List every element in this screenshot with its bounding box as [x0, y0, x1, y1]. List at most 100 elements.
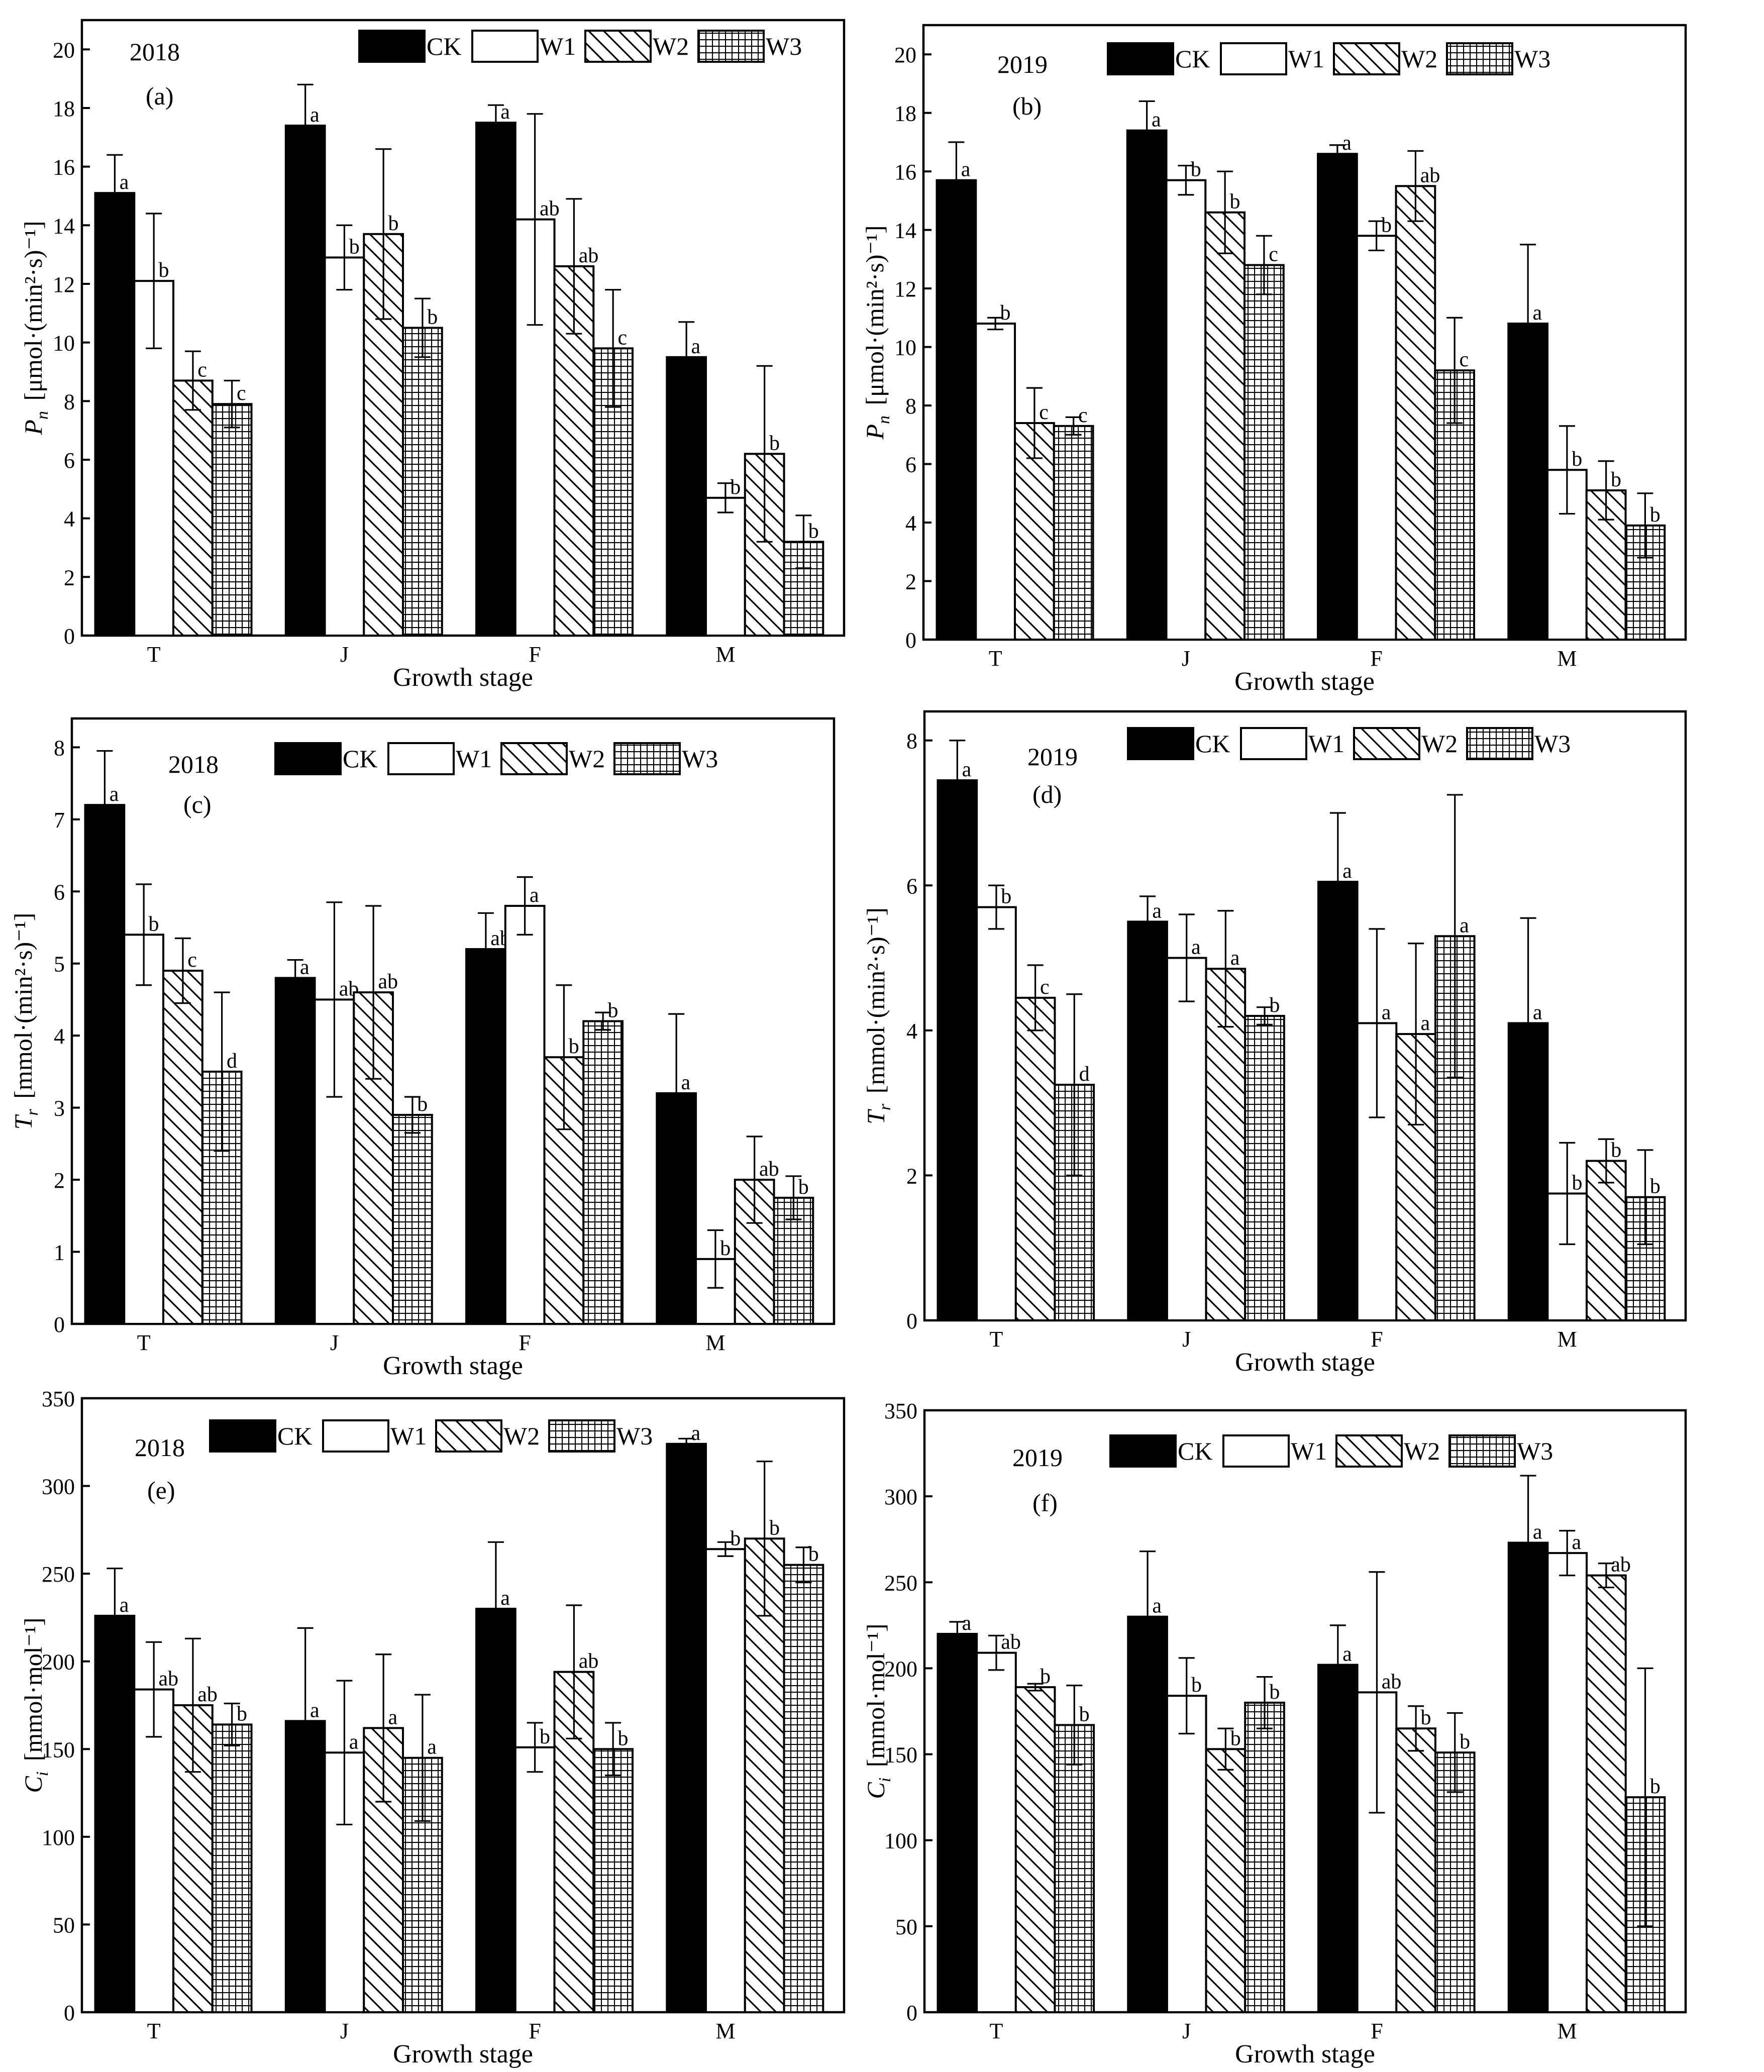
significance-letter: a	[1533, 301, 1542, 325]
bar-W1-M	[705, 1548, 746, 2014]
bar-W2-T	[1014, 1686, 1056, 2014]
significance-letter: b	[730, 1527, 741, 1550]
plot-frame	[922, 24, 1687, 641]
x-axis-label: Growth stage	[393, 2040, 533, 2068]
bar-CK-J	[284, 125, 326, 637]
significance-letter: b	[237, 1702, 247, 1725]
bar-CK-T	[94, 192, 136, 637]
y-tick-label: 18	[53, 96, 75, 121]
significance-letter: b	[1572, 1172, 1583, 1195]
x-tick-label: M	[705, 1330, 725, 1355]
y-tick-label: 0	[64, 624, 75, 649]
significance-letter: a	[427, 1736, 437, 1759]
significance-letter: b	[730, 476, 741, 499]
bar-W2-F	[1395, 185, 1436, 641]
bar-CK-F	[475, 122, 516, 637]
significance-letter: b	[808, 1543, 819, 1566]
y-tick-label: 0	[905, 628, 916, 653]
legend-swatch-W1	[387, 742, 455, 775]
significance-letter: a	[388, 1706, 397, 1729]
significance-letter: a	[310, 1699, 320, 1722]
x-tick-label: J	[340, 2019, 349, 2043]
bar-W1-J	[1165, 179, 1207, 641]
y-tick-label: 18	[894, 101, 916, 126]
significance-letter: b	[1000, 301, 1010, 325]
year-label: 2019	[1012, 1443, 1063, 1472]
legend-swatch-W2	[584, 30, 652, 63]
significance-letter: a	[1152, 899, 1162, 922]
y-tick-label: 4	[54, 1024, 65, 1049]
bar-W1-M	[1546, 1552, 1588, 2013]
legend-label-CK: CK	[277, 1422, 312, 1450]
significance-letter: b	[1269, 1681, 1280, 1704]
legend-label-W3: W3	[1517, 1437, 1553, 1465]
bar-W1-M	[705, 496, 746, 637]
y-tick-label: 0	[64, 2001, 75, 2025]
y-tick-label: 250	[42, 1562, 75, 1587]
bar-W3-F	[582, 1020, 624, 1325]
bar-W2-F	[1395, 1727, 1436, 2013]
significance-letter: a	[120, 1594, 129, 1617]
y-tick-label: 6	[905, 453, 916, 477]
significance-letter: b	[1650, 1775, 1661, 1798]
legend-label-W2: W2	[1401, 45, 1437, 73]
y-tick-label: 100	[884, 1829, 917, 1853]
significance-letter: a	[349, 1730, 359, 1753]
significance-letter: b	[1420, 1706, 1431, 1729]
significance-letter: b	[1191, 1674, 1202, 1697]
significance-letter: a	[691, 335, 701, 358]
legend-swatch-W1	[471, 30, 539, 63]
significance-letter: b	[808, 520, 819, 543]
x-tick-label: M	[715, 642, 735, 667]
legend-swatch-W3	[697, 30, 765, 63]
bar-CK-F	[465, 948, 506, 1325]
significance-letter: a	[1342, 1643, 1352, 1666]
bar-W3-F	[592, 1748, 634, 2013]
legend-label-CK: CK	[343, 745, 377, 773]
y-axis-label: Pn [μmol·(min²·s)⁻¹]	[19, 221, 52, 435]
bar-W2-M	[1586, 1574, 1627, 2013]
significance-letter: b	[720, 1237, 731, 1260]
significance-letter: b	[769, 1516, 780, 1539]
legend-swatch-CK	[1127, 727, 1194, 760]
x-tick-label: M	[715, 2019, 735, 2043]
legend-label-W2: W2	[1404, 1437, 1440, 1465]
y-tick-label: 14	[894, 219, 916, 243]
plot-frame	[70, 717, 836, 1325]
significance-letter: a	[500, 1587, 510, 1610]
significance-letter: b	[769, 432, 780, 455]
significance-letter: b	[1460, 1730, 1470, 1753]
significance-letter: a	[1342, 132, 1352, 155]
x-tick-label: J	[330, 1330, 339, 1355]
bar-W3-J	[1244, 1015, 1285, 1321]
y-tick-label: 250	[884, 1571, 917, 1595]
significance-letter: ab	[158, 1668, 178, 1691]
y-tick-label: 12	[53, 272, 75, 297]
significance-letter: ab	[1001, 1631, 1021, 1654]
y-tick-label: 7	[54, 808, 65, 833]
significance-letter: a	[120, 171, 129, 194]
y-tick-label: 10	[894, 336, 916, 360]
y-tick-label: 0	[54, 1312, 65, 1337]
legend-swatch-W1	[1222, 1434, 1290, 1468]
significance-letter: b	[1611, 468, 1621, 491]
legend-label-CK: CK	[1175, 45, 1210, 73]
significance-letter: a	[300, 956, 309, 979]
significance-letter: b	[427, 306, 438, 329]
bar-W2-J	[1204, 211, 1246, 641]
legend-swatch-W2	[1353, 727, 1420, 760]
significance-letter: c	[197, 359, 207, 382]
y-tick-label: 6	[64, 448, 75, 473]
legend-label-W1: W1	[540, 32, 576, 60]
significance-letter: a	[1533, 1001, 1542, 1024]
bar-W3-T	[1053, 425, 1094, 641]
x-tick-label: J	[1182, 2019, 1191, 2043]
x-axis-label: Growth stage	[1235, 1348, 1375, 1377]
bar-W1-T	[975, 323, 1016, 641]
legend-label-W3: W3	[682, 745, 718, 773]
significance-letter: a	[500, 100, 510, 124]
significance-letter: b	[1229, 190, 1240, 214]
legend-label-W1: W1	[1288, 45, 1324, 73]
y-axis-label: Pn [μmol·(min²·s)⁻¹]	[861, 225, 893, 440]
